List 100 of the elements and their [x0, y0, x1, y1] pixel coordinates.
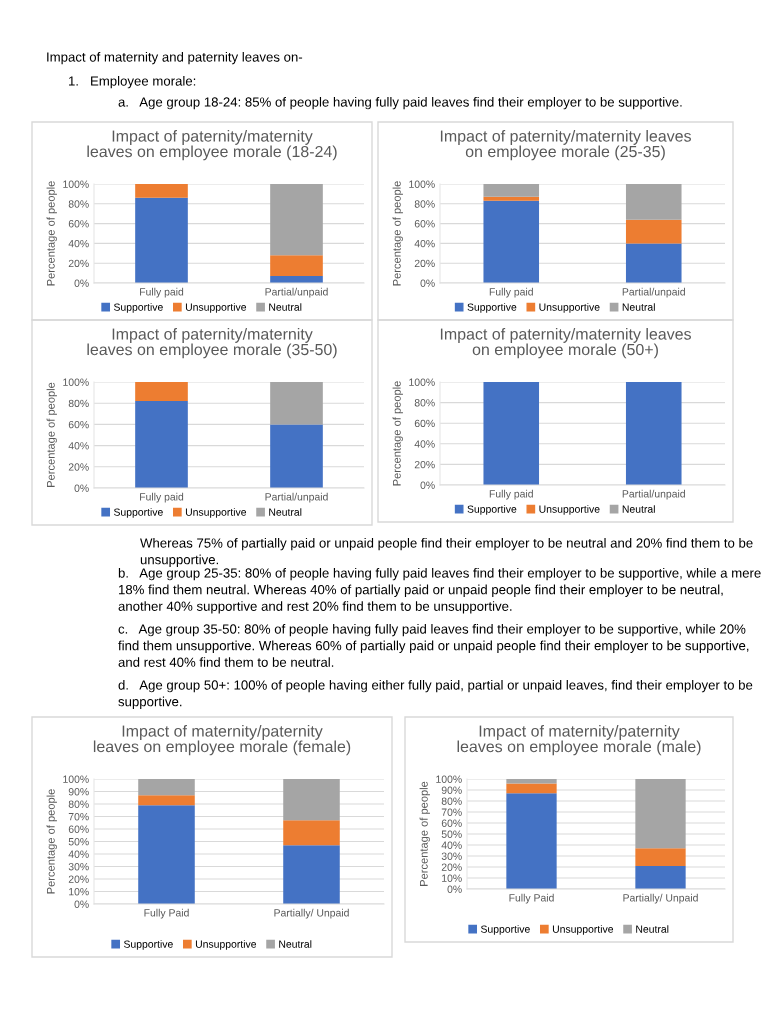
y-tick-label: 10% [69, 888, 89, 896]
bar [483, 184, 540, 197]
y-tick-label: 50% [441, 830, 462, 838]
chart-title: Impact of paternity/maternity leaves on employee morale (18-24) [87, 130, 337, 161]
bar [138, 805, 195, 904]
bar [138, 779, 195, 796]
bar [635, 848, 686, 866]
y-tick-label: 100% [63, 180, 89, 188]
legend-label: Unsupportive [552, 925, 614, 935]
x-tick-label: Fully paid [140, 287, 184, 298]
bar [283, 820, 340, 846]
y-axis-title: Percentage of people [392, 381, 403, 486]
y-tick-label: 80% [414, 200, 435, 208]
bar [506, 779, 557, 784]
x-tick-label: Fully Paid [509, 893, 554, 904]
y-tick-label: 0% [74, 484, 89, 492]
y-tick-label: 40% [414, 440, 435, 448]
y-tick-label: 40% [441, 841, 462, 849]
y-tick-label: 20% [68, 875, 89, 883]
y-axis-title: Percentage of people [46, 789, 57, 894]
y-tick-label: 20% [441, 863, 462, 871]
x-tick-label: Partial/unpaid [265, 287, 328, 298]
legend-label: Unsupportive [539, 303, 600, 313]
bar [625, 184, 682, 220]
y-tick-label: 70% [68, 813, 89, 821]
legend-label: Neutral [622, 303, 655, 311]
y-tick-label: 60% [441, 819, 462, 827]
text: Whereas 75% of partially paid or unpaid people find their employer to be neutral and 20% find them to be unsupportive. [140, 538, 753, 567]
bar [270, 382, 323, 425]
y-axis-title: Percentage of people [419, 781, 430, 886]
bar [270, 424, 323, 488]
y-tick-label: 100% [409, 180, 435, 188]
text: a. Age group 18-24: 85% of people having fully paid leaves find their employer to be supportive. [118, 97, 682, 110]
x-tick-label: Fully paid [489, 287, 533, 298]
chart-title: Impact of paternity/maternity leaves on employee morale (50+) [440, 328, 691, 359]
y-tick-label: 50% [68, 838, 89, 846]
legend-label: Supportive [113, 508, 163, 518]
y-tick-label: 80% [441, 797, 462, 805]
y-tick-label: 20% [414, 259, 435, 268]
bar [138, 795, 195, 806]
legend-label: Supportive [467, 303, 517, 313]
x-tick-label: Fully paid [140, 492, 184, 503]
legend-label: Supportive [480, 925, 530, 935]
y-tick-label: 30% [441, 852, 462, 860]
y-tick-label: 20% [68, 463, 89, 471]
y-tick-label: 20% [414, 460, 435, 469]
y-axis-title: Percentage of people [46, 382, 57, 487]
y-tick-label: 0% [420, 279, 435, 287]
bar [270, 184, 323, 256]
legend-label: Unsupportive [185, 303, 247, 313]
text: 1. Employee morale: [69, 76, 196, 89]
y-tick-label: 40% [68, 850, 89, 858]
bar [483, 200, 540, 283]
y-tick-label: 80% [414, 399, 435, 407]
text: b. Age group 25-35: 80% of people having fully paid leaves find their employer to be supportive, while a mere 18% find them neutral. Whereas 40% of partially paid or unpaid people find their employer to be neutral, another 40% supportive and rest 20% find them to be unsupportive. [118, 568, 761, 614]
x-tick-label: Partial/unpaid [265, 492, 328, 503]
legend-label: Unsupportive [185, 508, 247, 518]
y-tick-label: 100% [409, 378, 435, 386]
y-tick-label: 100% [63, 775, 89, 783]
y-tick-label: 60% [68, 420, 89, 429]
x-tick-label: Partial/unpaid [622, 287, 685, 298]
y-tick-label: 0% [74, 279, 89, 287]
y-tick-label: 0% [74, 900, 89, 908]
y-tick-label: 80% [68, 800, 89, 808]
y-tick-label: 30% [68, 863, 89, 871]
chart-title: Impact of paternity/maternity leaves on employee morale (25-35) [440, 130, 691, 161]
y-tick-label: 0% [420, 481, 435, 489]
y-tick-label: 60% [68, 220, 89, 228]
legend-label: Neutral [269, 508, 302, 516]
y-tick-label: 70% [441, 808, 462, 816]
bar [135, 401, 188, 488]
y-tick-label: 100% [436, 775, 462, 783]
legend-label: Unsupportive [195, 940, 257, 950]
x-tick-label: Fully Paid [144, 908, 189, 919]
x-tick-label: Partial/unpaid [622, 489, 685, 500]
x-tick-label: Fully paid [489, 489, 533, 500]
bar [135, 184, 188, 198]
chart-title: Impact of maternity/paternity leaves on employee morale (female) [93, 725, 351, 756]
y-tick-label: 20% [68, 259, 89, 268]
legend-label: Neutral [636, 925, 669, 933]
x-tick-label: Partially/ Unpaid [623, 893, 698, 904]
legend-label: Neutral [279, 940, 312, 948]
y-axis-title: Percentage of people [392, 181, 403, 286]
legend-label: Supportive [123, 940, 173, 950]
bar [270, 255, 323, 277]
bar [283, 779, 340, 821]
y-tick-label: 60% [68, 825, 89, 833]
bar [283, 845, 340, 904]
bar [135, 197, 188, 283]
bar [625, 243, 682, 283]
y-tick-label: 80% [68, 200, 89, 208]
text: d. Age group 50+: 100% of people having either fully paid, partial or unpaid leaves, find their employer to be supportive. [118, 680, 753, 709]
y-tick-label: 100% [63, 378, 89, 386]
x-tick-label: Partially/ Unpaid [274, 908, 349, 919]
text: c. Age group 35-50: 80% of people having fully paid leaves find their employer to be supportive, while 20% find them unsupportive. Whereas 60% of partially paid or unpaid people find their employer to be supportive, and rest 40% find them to be neutral. [118, 624, 749, 667]
legend-label: Unsupportive [539, 505, 600, 515]
y-tick-label: 40% [68, 239, 89, 248]
bar [483, 196, 540, 201]
y-axis-title: Percentage of people [46, 181, 57, 286]
y-tick-label: 90% [68, 788, 89, 796]
